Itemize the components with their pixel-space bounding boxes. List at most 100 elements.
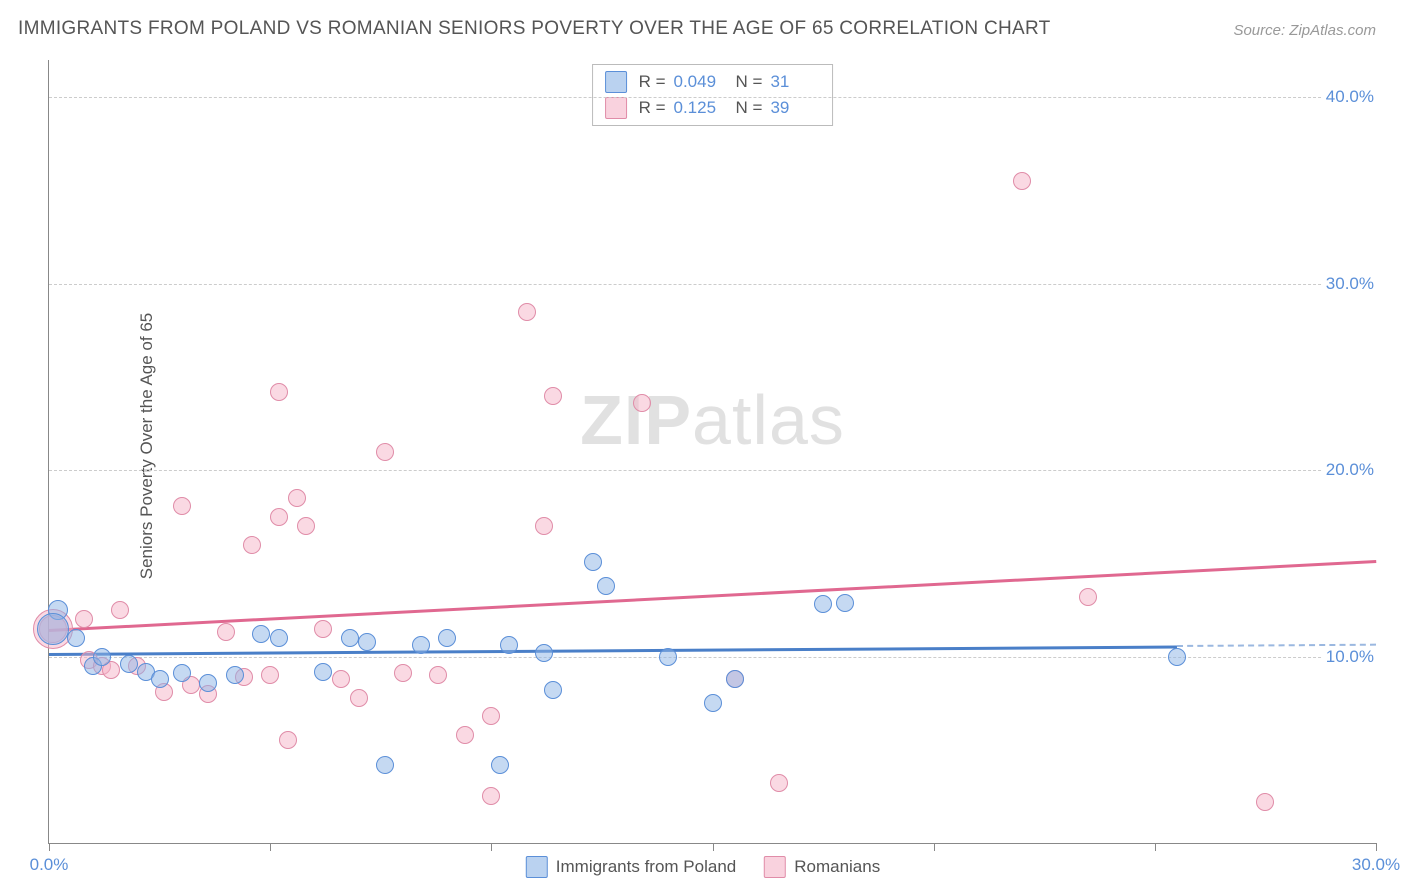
- legend-swatch-pink-icon: [764, 856, 786, 878]
- data-point: [482, 707, 500, 725]
- data-point: [456, 726, 474, 744]
- data-point: [358, 633, 376, 651]
- gridline: [49, 470, 1376, 471]
- data-point: [500, 636, 518, 654]
- legend-label-poland: Immigrants from Poland: [556, 857, 736, 877]
- r-label: R =: [639, 72, 666, 92]
- data-point: [726, 670, 744, 688]
- data-point: [376, 443, 394, 461]
- data-point: [584, 553, 602, 571]
- data-point: [814, 595, 832, 613]
- data-point: [482, 787, 500, 805]
- y-tick-label: 40.0%: [1322, 87, 1378, 107]
- x-tick: [1155, 843, 1156, 851]
- data-point: [120, 655, 138, 673]
- data-point: [704, 694, 722, 712]
- data-point: [37, 613, 69, 645]
- data-point: [93, 648, 111, 666]
- chart-source: Source: ZipAtlas.com: [1233, 22, 1376, 39]
- x-tick-label: 0.0%: [30, 855, 69, 875]
- data-point: [226, 666, 244, 684]
- data-point: [438, 629, 456, 647]
- data-point: [770, 774, 788, 792]
- trend-line: [49, 560, 1376, 631]
- n-value-pink: 39: [770, 98, 820, 118]
- x-tick-label: 30.0%: [1352, 855, 1400, 875]
- y-tick-label: 10.0%: [1322, 647, 1378, 667]
- chart-title: IMMIGRANTS FROM POLAND VS ROMANIAN SENIO…: [18, 18, 1051, 40]
- data-point: [243, 536, 261, 554]
- data-point: [544, 681, 562, 699]
- x-tick: [934, 843, 935, 851]
- legend-item-poland: Immigrants from Poland: [526, 856, 736, 878]
- data-point: [535, 644, 553, 662]
- data-point: [261, 666, 279, 684]
- data-point: [75, 610, 93, 628]
- data-point: [111, 601, 129, 619]
- n-label: N =: [736, 72, 763, 92]
- legend-swatch-blue-icon: [605, 71, 627, 93]
- correlation-chart: IMMIGRANTS FROM POLAND VS ROMANIAN SENIO…: [0, 0, 1406, 892]
- legend-swatch-pink-icon: [605, 97, 627, 119]
- data-point: [279, 731, 297, 749]
- data-point: [544, 387, 562, 405]
- data-point: [1256, 793, 1274, 811]
- legend-swatch-blue-icon: [526, 856, 548, 878]
- data-point: [1079, 588, 1097, 606]
- data-point: [412, 636, 430, 654]
- data-point: [659, 648, 677, 666]
- data-point: [1013, 172, 1031, 190]
- data-point: [199, 674, 217, 692]
- data-point: [314, 620, 332, 638]
- data-point: [836, 594, 854, 612]
- x-tick: [270, 843, 271, 851]
- x-tick: [1376, 843, 1377, 851]
- data-point: [332, 670, 350, 688]
- x-tick: [491, 843, 492, 851]
- data-point: [1168, 648, 1186, 666]
- watermark: ZIPatlas: [580, 380, 845, 460]
- data-point: [151, 670, 169, 688]
- r-value-pink: 0.125: [674, 98, 724, 118]
- x-tick: [713, 843, 714, 851]
- data-point: [376, 756, 394, 774]
- plot-area: ZIPatlas R = 0.049 N = 31 R = 0.125 N = …: [48, 60, 1376, 844]
- legend-stats-row-pink: R = 0.125 N = 39: [605, 95, 821, 121]
- data-point: [314, 663, 332, 681]
- legend-stats-row-blue: R = 0.049 N = 31: [605, 69, 821, 95]
- legend-series: Immigrants from Poland Romanians: [526, 856, 880, 878]
- data-point: [394, 664, 412, 682]
- legend-item-romanians: Romanians: [764, 856, 880, 878]
- gridline: [49, 97, 1376, 98]
- watermark-bold: ZIP: [580, 381, 692, 459]
- n-value-blue: 31: [770, 72, 820, 92]
- data-point: [535, 517, 553, 535]
- r-label: R =: [639, 98, 666, 118]
- data-point: [173, 497, 191, 515]
- legend-label-romanians: Romanians: [794, 857, 880, 877]
- data-point: [350, 689, 368, 707]
- data-point: [67, 629, 85, 647]
- legend-correlation-stats: R = 0.049 N = 31 R = 0.125 N = 39: [592, 64, 834, 126]
- data-point: [288, 489, 306, 507]
- data-point: [270, 508, 288, 526]
- data-point: [173, 664, 191, 682]
- y-tick-label: 20.0%: [1322, 460, 1378, 480]
- data-point: [297, 517, 315, 535]
- data-point: [491, 756, 509, 774]
- data-point: [633, 394, 651, 412]
- data-point: [518, 303, 536, 321]
- r-value-blue: 0.049: [674, 72, 724, 92]
- data-point: [252, 625, 270, 643]
- x-tick: [49, 843, 50, 851]
- data-point: [429, 666, 447, 684]
- data-point: [270, 383, 288, 401]
- data-point: [217, 623, 235, 641]
- trend-line: [49, 645, 1177, 655]
- y-tick-label: 30.0%: [1322, 274, 1378, 294]
- gridline: [49, 284, 1376, 285]
- data-point: [597, 577, 615, 595]
- watermark-light: atlas: [692, 381, 845, 459]
- n-label: N =: [736, 98, 763, 118]
- data-point: [270, 629, 288, 647]
